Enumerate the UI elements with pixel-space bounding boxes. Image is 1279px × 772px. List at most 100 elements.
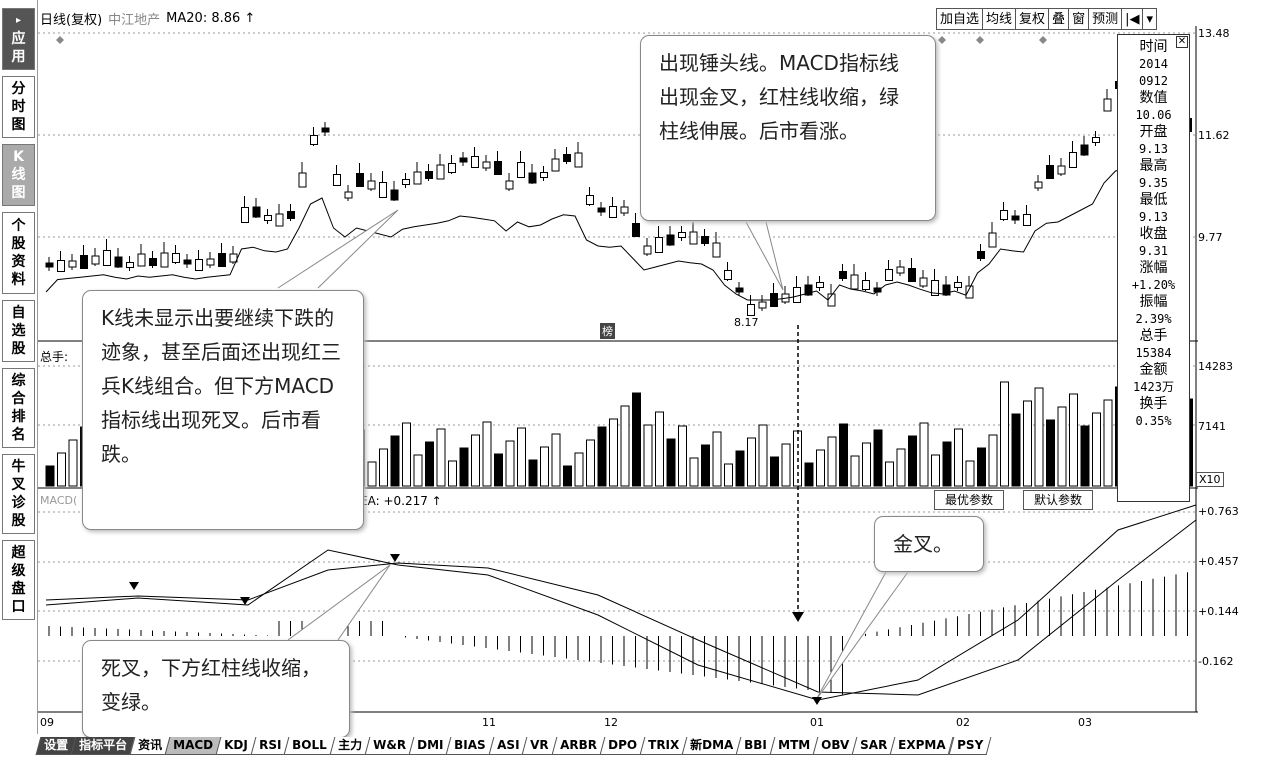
candle-body [1092,137,1100,143]
candle-body [643,245,652,255]
volume-bar [735,450,745,487]
tab-指标平台[interactable]: 指标平台 [70,737,136,755]
candle-body [310,135,318,145]
candle-body [632,223,640,237]
stock-name: 中江地产 [108,13,161,28]
info-label: 金额 [1139,362,1168,378]
candle-body [402,179,410,185]
volume-bar [609,418,618,487]
candle-body [931,280,939,296]
volume-bar [448,460,457,487]
volume-bar [68,439,78,487]
candle-body [862,280,870,290]
sidebar-item-profile[interactable]: 个股资料 [2,212,35,294]
tab-mtm[interactable]: MTM [769,737,819,755]
candle-body [965,285,974,299]
info-label: 振幅 [1139,294,1168,310]
tab-dpo[interactable]: DPO [599,737,645,755]
tab-新dma[interactable]: 新DMA [681,737,742,755]
tab-arbr[interactable]: ARBR [551,737,605,755]
candle-body [804,284,813,296]
sidebar-item-diagnosis[interactable]: 牛叉诊股 [2,454,35,534]
tab-sar[interactable]: SAR [851,737,896,755]
cross-marker-icon [240,597,250,605]
volume-axis-label: 7141 [1198,420,1226,433]
candle-body [540,172,548,178]
sidebar-item-label: 应用 [11,31,26,65]
price-axis-label: 9.77 [1198,231,1223,244]
volume-bar [574,452,584,487]
sidebar-item-label: 超级盘口 [11,545,26,615]
tab-obv[interactable]: OBV [812,737,858,755]
default-params-button[interactable]: 默认参数 [1023,490,1094,510]
bang-marker: 榜 [600,323,615,339]
volume-bar [1011,413,1021,487]
tab-trix[interactable]: TRIX [639,737,688,755]
macd-axis-label: -0.162 [1198,655,1234,668]
toolbar-button-6[interactable]: |◀ [1121,8,1144,30]
candle-body [459,157,468,163]
callout-pointer [277,209,399,289]
candle-body [873,287,882,293]
sidebar-item-app[interactable]: ▸ 应用 [2,8,35,70]
volume-bar [1023,400,1032,487]
sidebar-item-ranking[interactable]: 综合排名 [2,368,35,448]
candle-body [597,207,606,213]
volume-bar [413,454,423,487]
tab-psy[interactable]: PSY [948,737,992,755]
toolbar-button-7[interactable]: ▾ [1142,8,1158,30]
candle-body [80,255,88,269]
volume-bar [1069,393,1078,487]
close-icon[interactable]: ✕ [1176,36,1188,48]
candle-body [160,252,169,268]
sidebar-item-label: 牛叉诊股 [11,459,26,529]
candle-body [816,282,824,288]
volume-bar [988,434,998,487]
tab-boll[interactable]: BOLL [283,737,336,755]
candle-body [57,260,65,272]
toolbar-button-4[interactable]: 窗 [1068,8,1090,30]
indicator-tabs: 设置 指标平台 资讯 MACD KDJ RSI BOLL 主力 W&R DMI BIAS ASI VR A… [35,737,992,757]
info-value: 9.31 [1139,244,1168,258]
candle-body [264,215,272,221]
volume-bar [563,465,572,487]
candle-body [91,255,100,265]
sidebar-item-superdisk[interactable]: 超级盘口 [2,540,35,620]
toolbar-button-3[interactable]: 叠 [1048,8,1070,30]
sidebar-item-label: 分时图 [11,81,26,133]
tab-macd[interactable]: MACD [164,737,222,755]
event-diamond-icon [976,36,984,44]
sidebar-item-app-prefix: ▸ [15,15,22,26]
candle-body [471,156,479,168]
volume-bar [390,435,400,487]
sidebar-item-watchlist[interactable]: 自选股 [2,300,35,362]
candle-body [344,191,353,199]
toolbar-button-1[interactable]: 均线 [982,8,1017,30]
tab-w&r[interactable]: W&R [364,737,415,755]
candle-body [114,256,123,268]
candle-body [1011,215,1020,221]
candle-body [620,206,629,214]
candle-body [321,127,330,133]
candle-body [494,161,502,175]
volume-bar [597,426,607,487]
info-label: 时间 [1139,39,1168,55]
price-axis-label: 13.48 [1198,27,1230,40]
x-axis-label: 01 [810,716,824,729]
tab-bias[interactable]: BIAS [445,737,495,755]
volume-bar [816,449,825,487]
info-value: +1.20% [1131,278,1176,292]
candle-body [954,282,962,288]
best-params-button[interactable]: 最优参数 [934,490,1005,510]
cross-marker-icon [129,582,139,590]
sidebar-item-timeshare[interactable]: 分时图 [2,76,35,138]
volume-bar [494,453,503,487]
volume-bar [505,440,515,487]
toolbar-button-0[interactable]: 加自选 [936,8,984,30]
volume-bar [908,435,917,487]
info-value: 15384 [1135,346,1172,360]
candle-body [701,236,709,244]
tab-expma[interactable]: EXPMA [889,737,954,755]
